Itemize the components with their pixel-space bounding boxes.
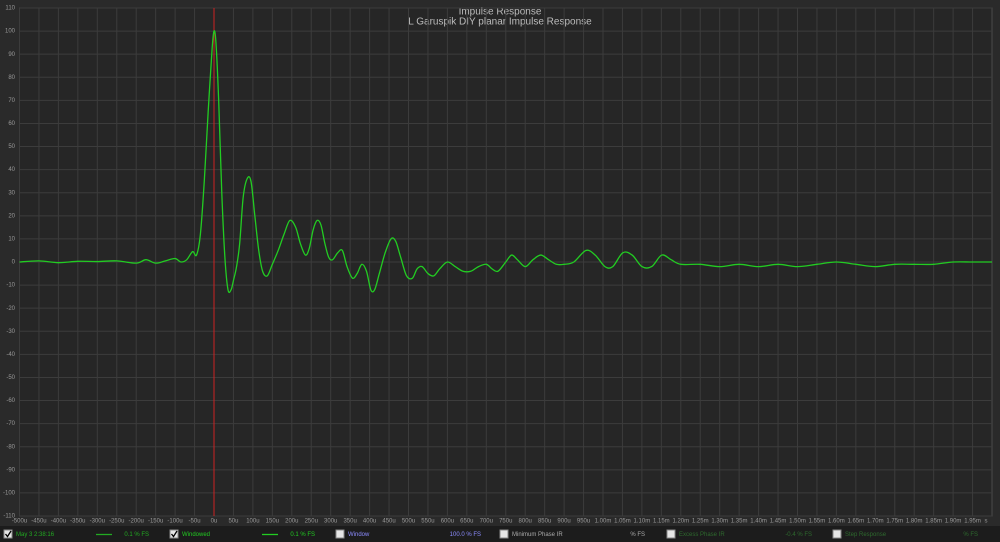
checkbox-check bbox=[170, 530, 178, 538]
x-tick-label: 400u bbox=[363, 519, 376, 525]
x-tick-label: 200u bbox=[285, 519, 298, 525]
footer-value: 0.1 % FS bbox=[290, 532, 315, 538]
x-tick-label: -400u bbox=[51, 519, 66, 525]
y-tick-label: -90 bbox=[6, 467, 15, 473]
x-tick-label: 850u bbox=[538, 519, 551, 525]
x-tick-label: -450u bbox=[31, 519, 46, 525]
checkbox[interactable] bbox=[499, 529, 509, 539]
x-tick-label: 950u bbox=[577, 519, 590, 525]
y-tick-label: 0 bbox=[12, 260, 16, 266]
x-tick-label: 150u bbox=[266, 519, 279, 525]
x-tick-label: 750u bbox=[499, 519, 512, 525]
x-tick-label: 500u bbox=[402, 519, 415, 525]
x-tick-label: -500u bbox=[12, 519, 27, 525]
x-tick-label: 1.85m bbox=[925, 519, 942, 525]
x-tick-label: 600u bbox=[441, 519, 454, 525]
x-tick-label: 1.15m bbox=[653, 519, 670, 525]
y-tick-label: 70 bbox=[8, 98, 15, 104]
y-tick-label: 10 bbox=[8, 236, 15, 242]
x-tick-label: 1.00m bbox=[595, 519, 612, 525]
y-tick-label: 100 bbox=[5, 29, 16, 35]
x-tick-label: 1.25m bbox=[692, 519, 709, 525]
footer-value: 0.1 % FS bbox=[124, 532, 149, 538]
x-tick-label: 250u bbox=[305, 519, 318, 525]
x-tick-label: 300u bbox=[324, 519, 337, 525]
x-tick-label: 1.20m bbox=[672, 519, 689, 525]
footer-value: -0.4 % FS bbox=[785, 532, 812, 538]
x-tick-label: 100u bbox=[246, 519, 259, 525]
x-tick-label: 650u bbox=[460, 519, 473, 525]
x-tick-label: 0u bbox=[211, 519, 218, 525]
x-tick-label: 1.40m bbox=[750, 519, 767, 525]
x-tick-label: 450u bbox=[382, 519, 395, 525]
y-tick-label: 20 bbox=[8, 213, 15, 219]
x-tick-label: 1.05m bbox=[614, 519, 631, 525]
checkbox-check bbox=[4, 530, 12, 538]
footer-label: Step Response bbox=[845, 532, 887, 538]
footer-value: % FS bbox=[963, 532, 978, 538]
y-tick-label: -20 bbox=[6, 306, 15, 312]
x-axis-label: s bbox=[985, 519, 988, 525]
footer-label: May 3 2:38:16 bbox=[16, 532, 55, 538]
y-tick-label: -100 bbox=[3, 490, 16, 496]
y-tick-label: 60 bbox=[8, 121, 15, 127]
x-tick-label: 1.75m bbox=[886, 519, 903, 525]
x-tick-label: -300u bbox=[90, 519, 105, 525]
footer-label: Excess Phase IR bbox=[679, 532, 725, 538]
x-tick-label: 700u bbox=[480, 519, 493, 525]
y-tick-label: 110 bbox=[5, 6, 15, 12]
y-tick-label: -70 bbox=[6, 421, 15, 427]
checkbox[interactable] bbox=[3, 529, 13, 539]
y-tick-label: -30 bbox=[6, 329, 15, 335]
footer-label: Window bbox=[348, 532, 370, 538]
x-tick-label: -350u bbox=[70, 519, 85, 525]
x-tick-label: 1.35m bbox=[731, 519, 748, 525]
y-tick-label: -110 bbox=[3, 514, 15, 520]
chart-title: Impulse Response bbox=[459, 7, 542, 18]
x-tick-label: 1.70m bbox=[867, 519, 884, 525]
y-tick-label: -10 bbox=[6, 283, 15, 289]
y-tick-label: -40 bbox=[6, 352, 15, 358]
y-tick-label: 80 bbox=[8, 75, 15, 81]
x-tick-label: 1.55m bbox=[809, 519, 826, 525]
x-tick-label: 800u bbox=[519, 519, 532, 525]
x-tick-label: -100u bbox=[167, 519, 182, 525]
y-tick-label: -60 bbox=[6, 398, 15, 404]
x-tick-label: -200u bbox=[129, 519, 144, 525]
x-tick-label: -50u bbox=[189, 519, 201, 525]
checkbox[interactable] bbox=[832, 529, 842, 539]
checkbox[interactable] bbox=[335, 529, 345, 539]
x-tick-label: 50u bbox=[228, 519, 238, 525]
x-tick-label: 1.10m bbox=[634, 519, 651, 525]
footer-label: Windowed bbox=[182, 532, 210, 538]
y-tick-label: -50 bbox=[6, 375, 15, 381]
x-tick-label: 1.30m bbox=[711, 519, 728, 525]
x-tick-label: 1.65m bbox=[848, 519, 865, 525]
checkbox[interactable] bbox=[169, 529, 179, 539]
x-tick-label: 1.50m bbox=[789, 519, 806, 525]
x-tick-label: 350u bbox=[343, 519, 356, 525]
y-tick-label: 40 bbox=[8, 167, 15, 173]
y-tick-label: 50 bbox=[8, 144, 15, 150]
x-tick-label: 1.90m bbox=[945, 519, 962, 525]
chart-subtitle: L Garuspik DIY planar Impulse Response bbox=[408, 17, 592, 28]
x-tick-label: 550u bbox=[421, 519, 434, 525]
y-tick-label: -80 bbox=[6, 444, 15, 450]
footer-value: 100.0 % FS bbox=[450, 532, 481, 538]
checkbox[interactable] bbox=[666, 529, 676, 539]
x-tick-label: 1.45m bbox=[770, 519, 787, 525]
x-tick-label: -250u bbox=[109, 519, 124, 525]
y-tick-label: 30 bbox=[8, 190, 15, 196]
y-tick-label: 90 bbox=[8, 52, 15, 58]
x-tick-label: -150u bbox=[148, 519, 163, 525]
footer-value: % FS bbox=[630, 532, 645, 538]
footer-label: Minimum Phase IR bbox=[512, 532, 563, 538]
series-line bbox=[19, 30, 992, 294]
x-tick-label: 1.60m bbox=[828, 519, 845, 525]
x-tick-label: 900u bbox=[557, 519, 570, 525]
x-tick-label: 1.80m bbox=[906, 519, 923, 525]
x-tick-label: 1.95m bbox=[964, 519, 981, 525]
